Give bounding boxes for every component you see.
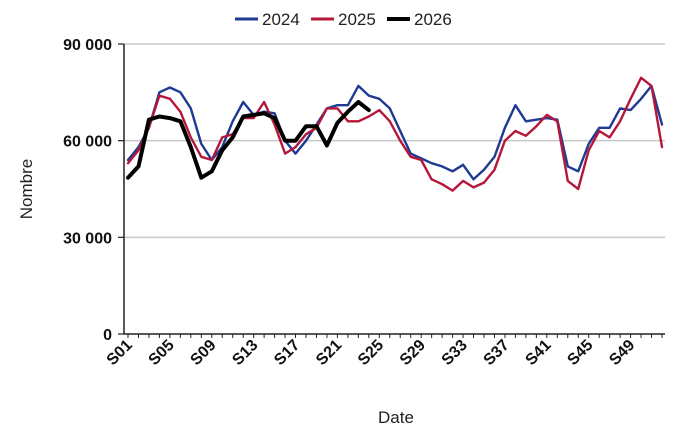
series-line-2026 — [126, 100, 371, 180]
x-tick-label: S41 — [523, 337, 555, 369]
legend-label-2026: 2026 — [414, 10, 452, 29]
x-tick-label: S33 — [439, 337, 471, 369]
legend-label-2024: 2024 — [262, 10, 300, 29]
y-axis-title: Nombre — [17, 159, 36, 219]
series-lines — [126, 76, 664, 192]
x-tick-label: S13 — [229, 337, 261, 369]
legend-label-2025: 2025 — [338, 10, 376, 29]
x-tick-label: S29 — [397, 337, 429, 369]
y-tick-label: 60 000 — [63, 134, 112, 151]
x-tick-label: S17 — [271, 337, 303, 369]
gridlines — [124, 43, 665, 239]
x-tick-label: S37 — [481, 337, 513, 369]
x-tick-label: S09 — [187, 337, 219, 369]
x-tick-label: S49 — [606, 337, 638, 369]
x-axis-title: Date — [378, 408, 414, 427]
x-tick-label: S21 — [313, 337, 345, 369]
x-tick-label: S05 — [146, 337, 178, 369]
series-2026 — [126, 100, 371, 180]
legend: 2024 2025 2026 — [235, 10, 452, 29]
series-line-2025 — [126, 76, 664, 192]
series-2025 — [126, 76, 664, 192]
y-tick-label: 90 000 — [63, 37, 112, 54]
series-line-2024 — [126, 84, 664, 181]
y-tick-label: 30 000 — [63, 230, 112, 247]
y-axis-ticks: 0 30 000 60 000 90 000 — [63, 37, 124, 344]
y-tick-label: 0 — [103, 327, 112, 344]
x-axis-ticks: S01 S05 S09 S13 S17 S21 S25 S29 S33 S37 S41 S45 S49 — [104, 334, 663, 369]
series-2024 — [126, 84, 664, 181]
x-tick-label: S25 — [355, 337, 387, 369]
x-tick-label: S45 — [564, 337, 596, 369]
